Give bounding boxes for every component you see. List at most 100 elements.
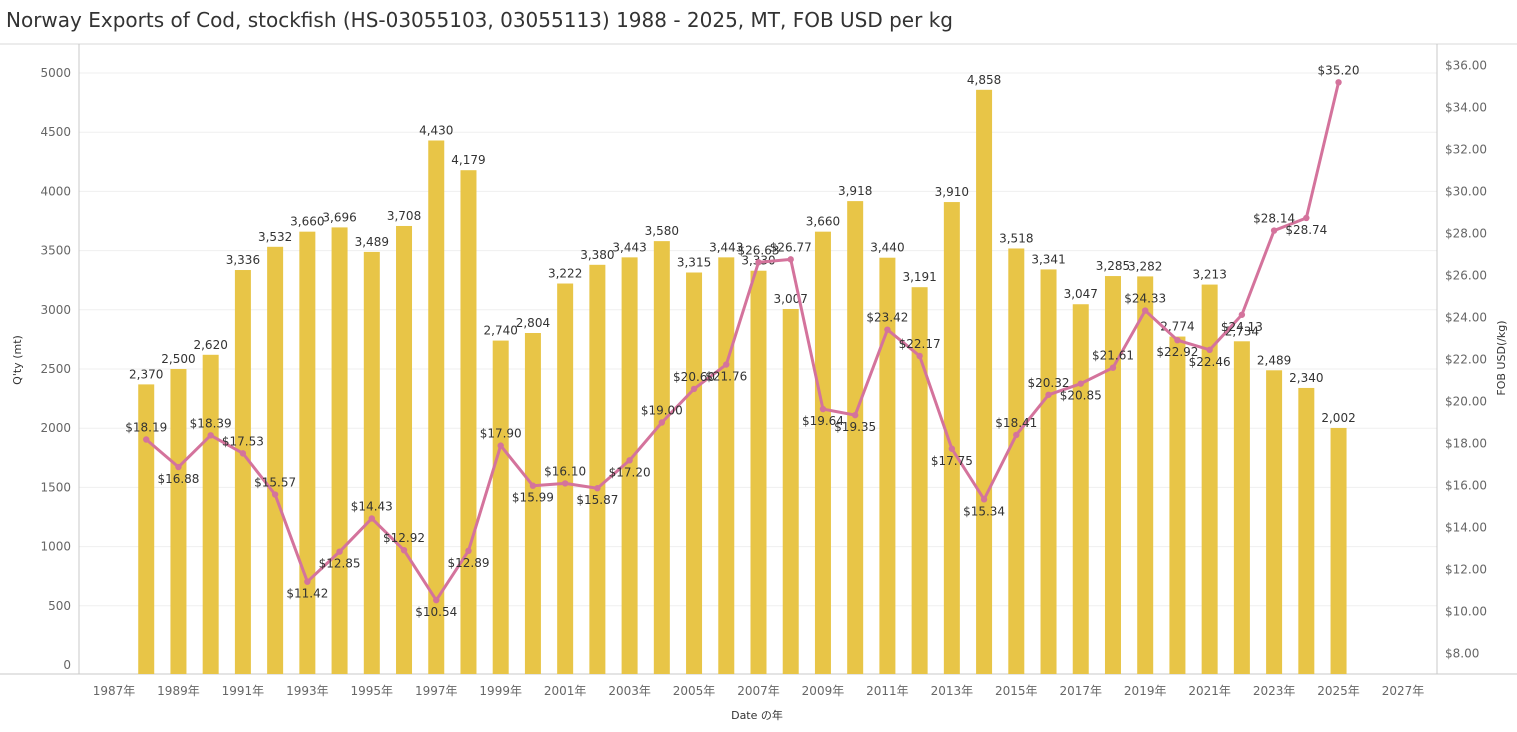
- line-point[interactable]: [529, 482, 537, 489]
- line-point[interactable]: [755, 259, 762, 266]
- line-point[interactable]: [819, 405, 827, 413]
- bar[interactable]: [524, 333, 541, 674]
- bar[interactable]: [363, 251, 380, 674]
- bar[interactable]: [428, 140, 445, 674]
- bar[interactable]: [1072, 304, 1089, 674]
- x-tick-label: 1989年: [157, 684, 200, 698]
- x-tick-label: 2021年: [1188, 684, 1231, 698]
- x-tick-label: 2025年: [1317, 684, 1360, 698]
- line-point[interactable]: [1142, 307, 1149, 314]
- line-point[interactable]: [948, 445, 956, 452]
- bar[interactable]: [331, 227, 348, 674]
- axis-titles: Date の年 Q'ty (mt) FOB USD(/kg): [11, 320, 1508, 722]
- bar[interactable]: [943, 202, 960, 674]
- tick-labels: 5000450040003500300025002000150010005000…: [40, 59, 1487, 699]
- bar-data-label: 3,910: [935, 185, 969, 199]
- bar[interactable]: [976, 89, 993, 674]
- line-data-label: $20.60: [673, 370, 715, 384]
- line-point[interactable]: [1077, 380, 1084, 387]
- bar[interactable]: [1266, 370, 1283, 674]
- bar-series: [138, 89, 1347, 675]
- line-point[interactable]: [1303, 214, 1310, 222]
- line-data-label: $26.77: [770, 240, 812, 254]
- bar[interactable]: [460, 170, 477, 674]
- line-point[interactable]: [594, 485, 601, 492]
- y-right-tick-label: $22.00: [1445, 353, 1487, 367]
- line-point[interactable]: [916, 352, 923, 360]
- bar-data-label: 2,740: [484, 324, 518, 338]
- line-point[interactable]: [1109, 364, 1117, 371]
- line-point[interactable]: [336, 548, 343, 555]
- bar[interactable]: [879, 257, 896, 674]
- bar[interactable]: [1298, 387, 1315, 674]
- bar[interactable]: [202, 354, 219, 674]
- y-left-tick-label: 1000: [40, 540, 71, 554]
- line-point[interactable]: [304, 578, 311, 585]
- y-right-tick-label: $14.00: [1445, 521, 1487, 535]
- line-point[interactable]: [626, 457, 633, 464]
- bar[interactable]: [782, 308, 799, 674]
- line-point[interactable]: [368, 515, 375, 522]
- bar[interactable]: [1137, 276, 1154, 674]
- bar[interactable]: [170, 369, 187, 674]
- bar[interactable]: [750, 270, 767, 674]
- line-point[interactable]: [980, 496, 988, 503]
- line-data-label: $15.34: [963, 504, 1005, 518]
- line-point[interactable]: [1270, 227, 1278, 234]
- line-point[interactable]: [1174, 336, 1181, 344]
- line-point[interactable]: [497, 442, 504, 449]
- bar[interactable]: [1330, 427, 1347, 674]
- bar[interactable]: [653, 241, 670, 675]
- bar[interactable]: [1201, 284, 1218, 674]
- bar[interactable]: [686, 272, 703, 674]
- line-point[interactable]: [561, 480, 569, 487]
- bar-data-label: 2,774: [1160, 320, 1194, 334]
- line-point[interactable]: [239, 450, 247, 457]
- bar[interactable]: [492, 340, 509, 674]
- bar[interactable]: [1104, 276, 1121, 674]
- bar[interactable]: [589, 264, 606, 674]
- bar[interactable]: [1169, 336, 1186, 674]
- line-point[interactable]: [787, 256, 794, 263]
- bar[interactable]: [396, 225, 413, 675]
- line-point[interactable]: [465, 547, 472, 555]
- line-point[interactable]: [658, 419, 666, 426]
- bar-data-label: 3,222: [548, 267, 582, 281]
- bar[interactable]: [267, 246, 284, 674]
- bar-data-label: 2,500: [161, 352, 195, 366]
- bar[interactable]: [1040, 269, 1057, 674]
- line-point[interactable]: [175, 463, 182, 471]
- bar[interactable]: [299, 231, 316, 674]
- line-point[interactable]: [1335, 79, 1342, 86]
- line-point[interactable]: [884, 326, 891, 333]
- x-tick-label: 2007年: [737, 684, 780, 698]
- line-point[interactable]: [1206, 346, 1213, 354]
- line-point[interactable]: [851, 411, 859, 419]
- line-point[interactable]: [1013, 431, 1020, 439]
- bar-data-label: 2,489: [1257, 353, 1291, 367]
- line-data-label: $35.20: [1318, 63, 1360, 77]
- line-point[interactable]: [690, 385, 698, 393]
- line-point[interactable]: [271, 491, 279, 498]
- line-point[interactable]: [143, 436, 150, 443]
- bar[interactable]: [1008, 248, 1025, 674]
- bar[interactable]: [621, 257, 638, 674]
- bar[interactable]: [718, 257, 735, 674]
- bar[interactable]: [557, 283, 574, 674]
- bar-data-label: 2,370: [129, 367, 163, 381]
- y-right-tick-label: $16.00: [1445, 479, 1487, 493]
- line-point[interactable]: [1238, 311, 1246, 318]
- bar[interactable]: [911, 287, 928, 674]
- line-point[interactable]: [433, 596, 440, 604]
- line-point[interactable]: [400, 546, 408, 554]
- bar[interactable]: [814, 231, 831, 674]
- bar[interactable]: [234, 270, 251, 674]
- line-point[interactable]: [1045, 391, 1052, 398]
- line-data-label: $15.99: [512, 491, 554, 505]
- line-point[interactable]: [723, 361, 730, 368]
- line-data-label: $12.89: [447, 556, 489, 570]
- bar[interactable]: [847, 201, 864, 674]
- bar[interactable]: [138, 384, 155, 674]
- bar[interactable]: [1233, 341, 1250, 674]
- line-point[interactable]: [207, 432, 214, 439]
